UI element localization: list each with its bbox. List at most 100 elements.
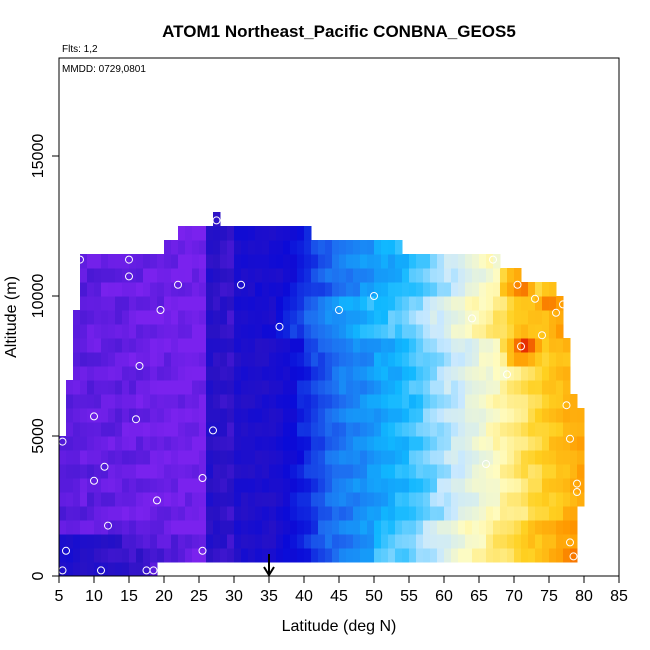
heatmap-cell — [367, 478, 375, 493]
heatmap-cell — [234, 324, 242, 339]
heatmap-cell — [213, 436, 221, 451]
heatmap-cell — [262, 366, 270, 381]
heatmap-cell — [360, 492, 368, 507]
heatmap-cell — [563, 464, 571, 479]
heatmap-cell — [115, 464, 123, 479]
heatmap-cell — [66, 422, 74, 437]
heatmap-cell — [87, 506, 95, 521]
heatmap-cell — [577, 408, 585, 423]
heatmap-cell — [129, 254, 137, 269]
heatmap-cell — [178, 408, 186, 423]
heatmap-cell — [472, 254, 480, 269]
heatmap-cell — [570, 408, 578, 423]
heatmap-cell — [542, 436, 550, 451]
heatmap-cell — [367, 506, 375, 521]
heatmap-cell — [430, 282, 438, 297]
heatmap-cell — [171, 268, 179, 283]
heatmap-cell — [185, 422, 193, 437]
heatmap-cell — [423, 506, 431, 521]
sample-point — [174, 280, 182, 289]
heatmap-cell — [199, 506, 207, 521]
heatmap-cell — [402, 492, 410, 507]
heatmap-cell — [542, 310, 550, 325]
heatmap-cell — [325, 548, 333, 563]
heatmap-cell — [563, 520, 571, 535]
heatmap-cell — [444, 478, 452, 493]
heatmap-cell — [227, 268, 235, 283]
heatmap-cell — [528, 380, 536, 395]
heatmap-cell — [87, 380, 95, 395]
heatmap-cell — [339, 394, 347, 409]
heatmap-cell — [318, 436, 326, 451]
heatmap-cell — [283, 478, 291, 493]
heatmap-cell — [493, 310, 501, 325]
heatmap-cell — [521, 478, 529, 493]
heatmap-cell — [304, 366, 312, 381]
heatmap-cell — [381, 310, 389, 325]
heatmap-cell — [80, 366, 88, 381]
heatmap-cell — [248, 422, 256, 437]
heatmap-cell — [304, 478, 312, 493]
heatmap-cell — [493, 394, 501, 409]
heatmap-cell — [416, 408, 424, 423]
heatmap-cell — [297, 520, 305, 535]
heatmap-cell — [339, 254, 347, 269]
heatmap-cell — [150, 478, 158, 493]
heatmap-cell — [227, 436, 235, 451]
heatmap-cell — [213, 534, 221, 549]
heatmap-cell — [542, 534, 550, 549]
heatmap-cell — [479, 436, 487, 451]
heatmap-cell — [500, 296, 508, 311]
heatmap-cell — [269, 394, 277, 409]
heatmap-cell — [297, 338, 305, 353]
heatmap-cell — [276, 338, 284, 353]
heatmap-cell — [346, 464, 354, 479]
heatmap-cell — [171, 408, 179, 423]
heatmap-cell — [416, 296, 424, 311]
heatmap-cell — [500, 268, 508, 283]
heatmap-cell — [66, 464, 74, 479]
heatmap-cell — [171, 548, 179, 563]
heatmap-cell — [465, 296, 473, 311]
heatmap-cell — [136, 408, 144, 423]
heatmap-cell — [325, 296, 333, 311]
heatmap-cell — [479, 380, 487, 395]
sample-point — [62, 546, 70, 555]
heatmap-cell — [108, 492, 116, 507]
heatmap-cell — [234, 282, 242, 297]
heatmap-cell — [416, 520, 424, 535]
heatmap-cell — [164, 422, 172, 437]
heatmap-cell — [192, 380, 200, 395]
heatmap-cell — [241, 464, 249, 479]
heatmap-cell — [430, 380, 438, 395]
heatmap-cell — [500, 352, 508, 367]
heatmap-cell — [143, 338, 151, 353]
heatmap-cell — [514, 492, 522, 507]
heatmap-cell — [339, 268, 347, 283]
heatmap-cell — [143, 394, 151, 409]
heatmap-cell — [276, 352, 284, 367]
heatmap-cell — [143, 506, 151, 521]
heatmap-cell — [451, 338, 459, 353]
heatmap-cell — [416, 268, 424, 283]
x-tick-label: 50 — [365, 588, 383, 605]
heatmap-cell — [234, 268, 242, 283]
heatmap-cell — [549, 296, 557, 311]
heatmap-cell — [388, 534, 396, 549]
heatmap-cell — [486, 520, 494, 535]
heatmap-cell — [451, 548, 459, 563]
heatmap-cell — [136, 254, 144, 269]
heatmap-cell — [437, 394, 445, 409]
heatmap-cell — [360, 506, 368, 521]
heatmap-cell — [528, 422, 536, 437]
heatmap-cell — [577, 450, 585, 465]
heatmap-cell — [234, 366, 242, 381]
heatmap-cell — [220, 492, 228, 507]
heatmap-cell — [535, 366, 543, 381]
heatmap-cell — [381, 324, 389, 339]
heatmap-cell — [367, 380, 375, 395]
heatmap-cell — [346, 254, 354, 269]
heatmap-cell — [416, 492, 424, 507]
heatmap-cell — [178, 240, 186, 255]
heatmap-cell — [276, 282, 284, 297]
